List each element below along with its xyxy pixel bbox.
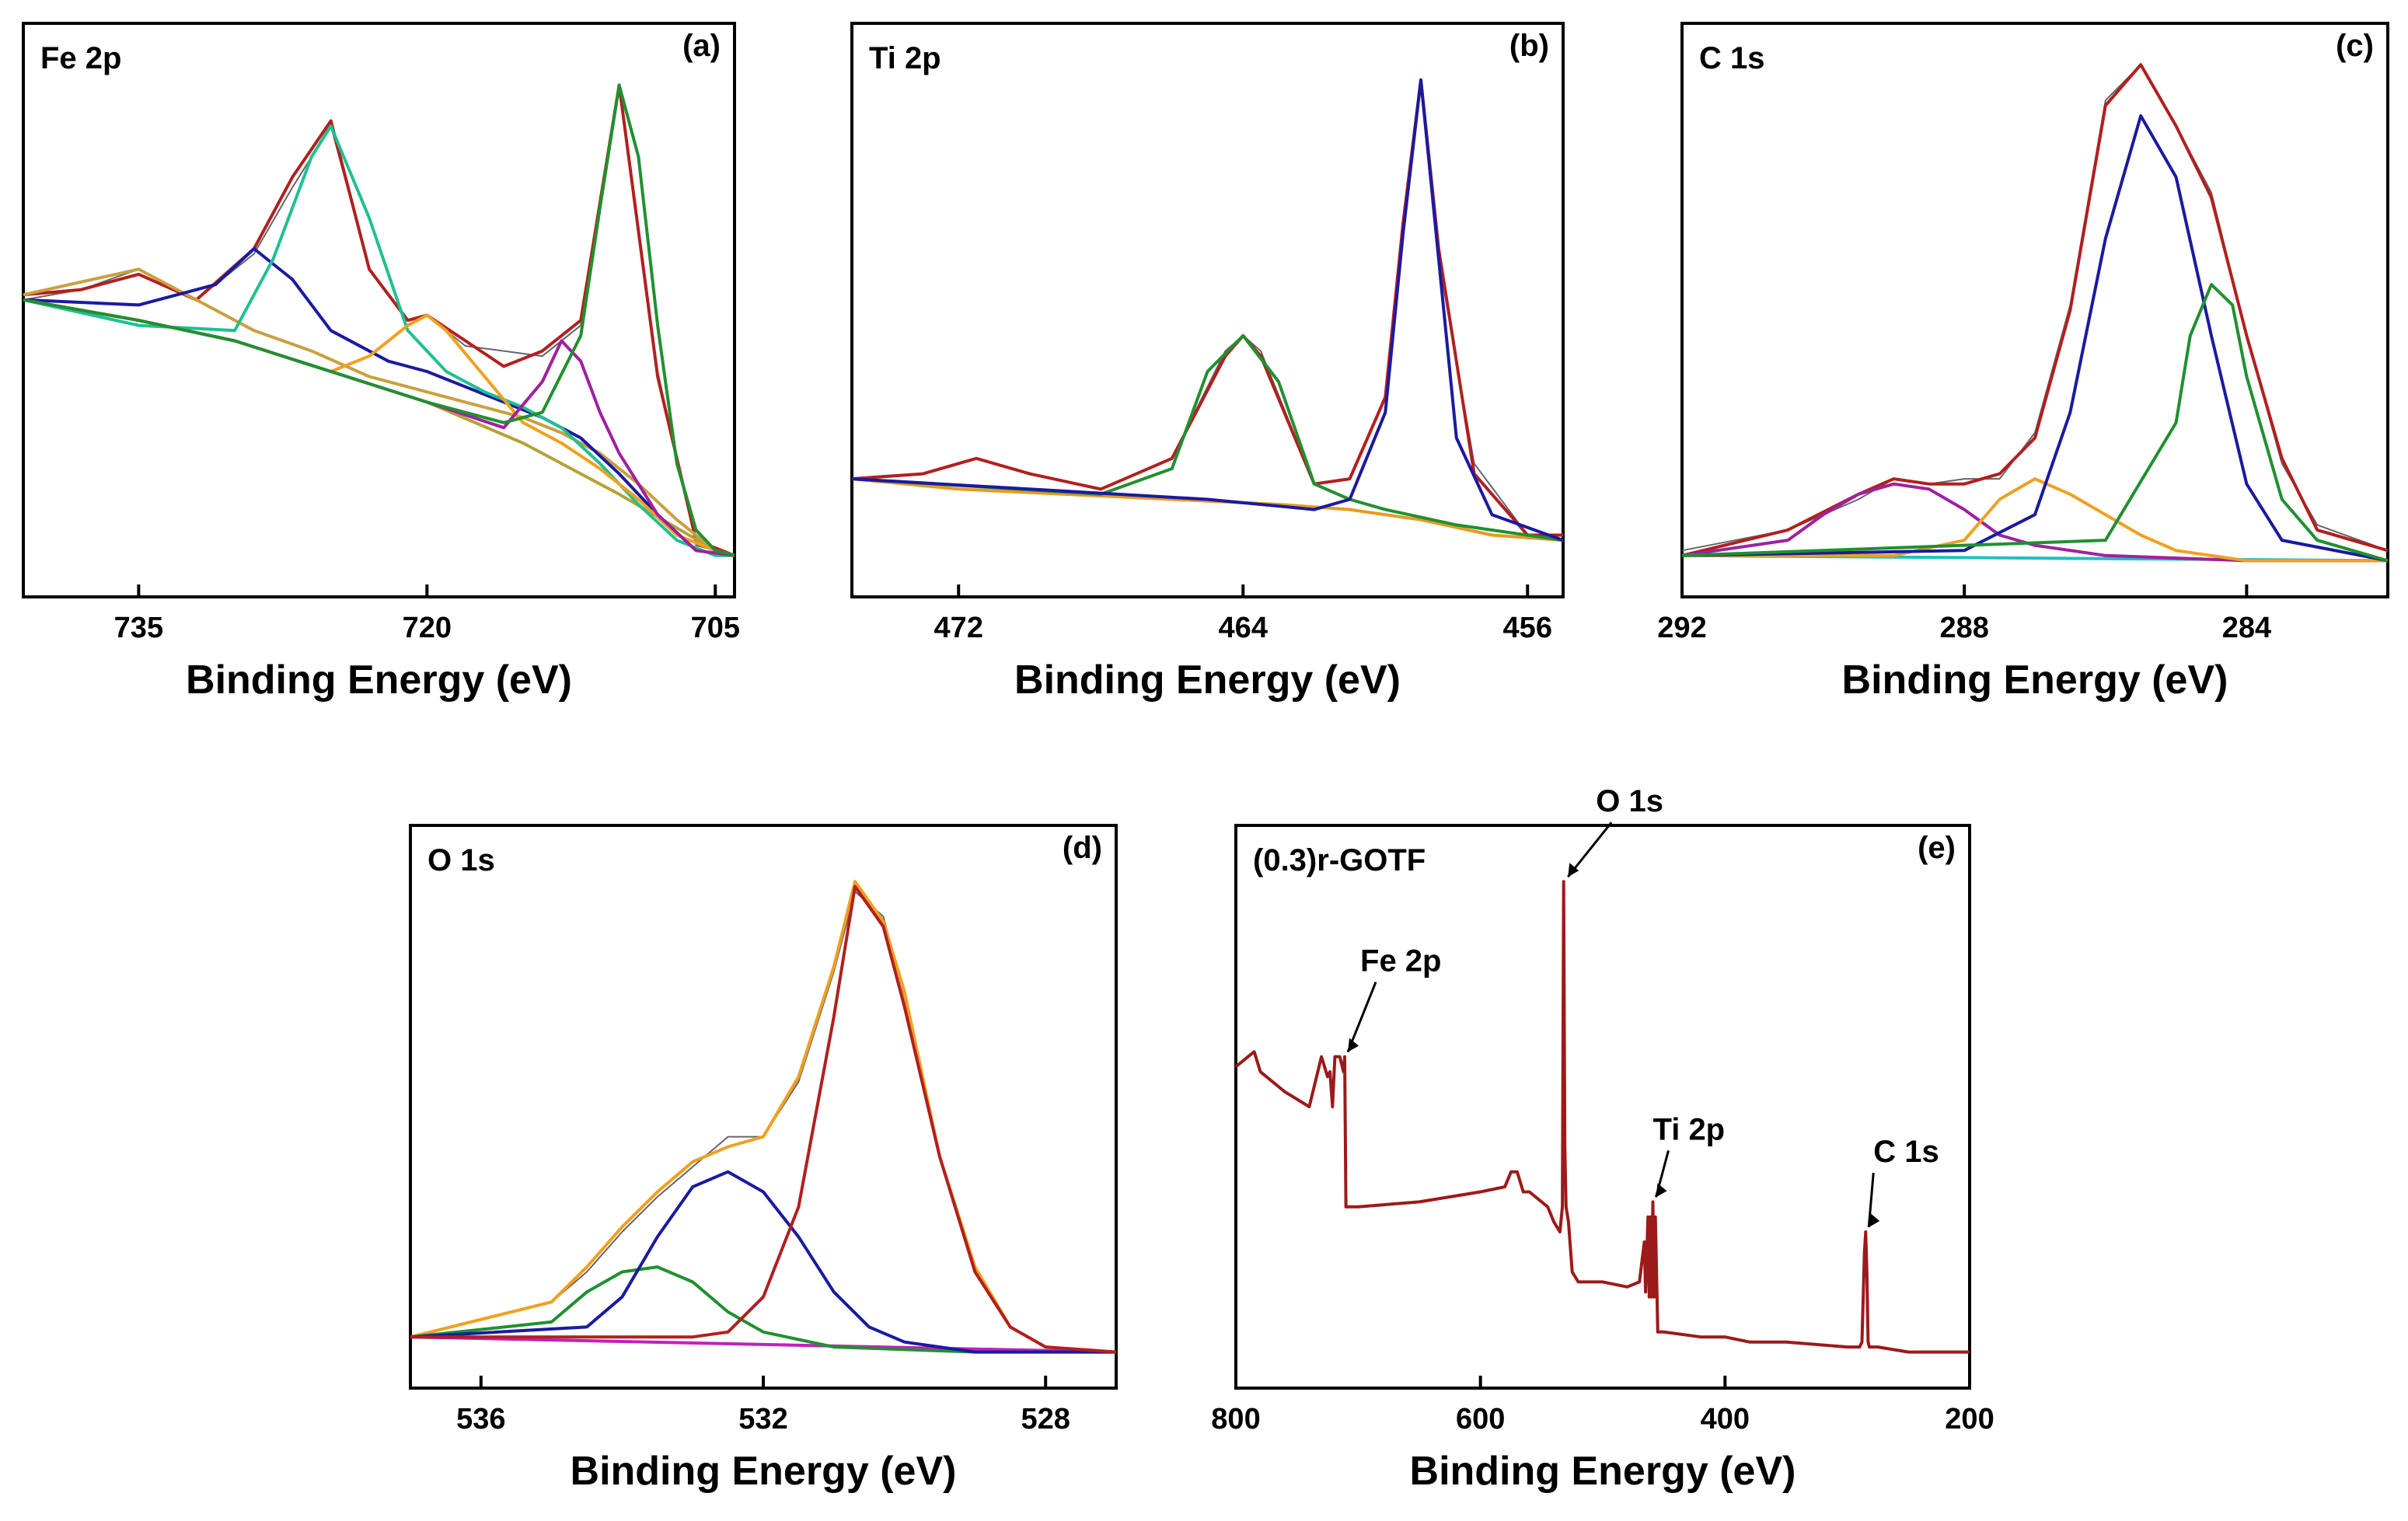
- x-tick-label: 800: [1211, 1403, 1260, 1436]
- series-envelope: [851, 78, 1563, 537]
- x-tick-label: 200: [1945, 1403, 1994, 1436]
- x-tick-label: 288: [1939, 612, 1988, 644]
- arrow-head-icon: [1348, 1038, 1359, 1052]
- series-lattice-o: [410, 884, 1117, 1354]
- series-raw: [410, 891, 1117, 1353]
- x-axis-label: Binding Energy (eV): [1410, 1449, 1796, 1494]
- series-c-c-c-c: [1681, 114, 2389, 563]
- x-tick-label: 720: [403, 612, 452, 644]
- arrow-head-icon: [1869, 1213, 1880, 1227]
- x-axis-label: Binding Energy (eV): [1842, 658, 2228, 703]
- panel-title: Ti 2p: [869, 41, 941, 75]
- x-tick-label: 532: [738, 1403, 787, 1436]
- peak-annotation: O 1s: [1596, 784, 1663, 818]
- x-tick-label: 284: [2222, 612, 2271, 644]
- plot-frame: [22, 22, 736, 598]
- x-tick-label: 705: [691, 612, 740, 644]
- panel-e: 800 600 400 200 (0.3)r-GOTF (e) Binding Energy…: [1211, 784, 1994, 1494]
- panel-a: 735 720 705 Fe 2p (a) Binding Energy (eV): [22, 22, 740, 703]
- x-tick-label: 456: [1503, 612, 1552, 644]
- series-peak-3: [23, 124, 735, 557]
- series-ti-2p1-2: [851, 333, 1564, 542]
- x-tick-label: 472: [934, 612, 983, 644]
- series-survey: [1234, 880, 1970, 1354]
- peak-annotation: Ti 2p: [1653, 1112, 1726, 1146]
- series-background: [23, 298, 735, 557]
- series-peak-5: [23, 298, 735, 557]
- panel-d: 536 532 528 O 1s (d) Binding Energy (eV): [409, 824, 1118, 1494]
- series-c-o: [1682, 477, 2388, 563]
- plot-frame: [1680, 22, 2389, 598]
- panel-c: 292 288 284 C 1s (c) Binding Energy (eV): [1657, 22, 2389, 703]
- series-envelope: [1681, 63, 2389, 557]
- series-ti-2p3-2: [851, 78, 1564, 542]
- panel-label: (c): [2336, 29, 2374, 63]
- panel-label: (b): [1509, 29, 1549, 63]
- series-raw: [851, 84, 1563, 536]
- panel-label: (d): [1063, 831, 1102, 865]
- series-background: [851, 477, 1564, 542]
- series-ti-oh-c-o: [410, 1170, 1116, 1354]
- panel-title: Fe 2p: [40, 41, 121, 75]
- panel-label: (e): [1918, 831, 1956, 865]
- x-tick-label: 536: [456, 1403, 505, 1436]
- x-tick-label: 735: [114, 612, 163, 644]
- series-background: [410, 1335, 1117, 1354]
- x-tick-label: 400: [1701, 1403, 1750, 1436]
- arrow-head-icon: [1568, 863, 1579, 877]
- panel-title: (0.3)r-GOTF: [1253, 843, 1426, 877]
- series-c-ti-sp2: [1681, 283, 2389, 563]
- panel-title: C 1s: [1699, 41, 1765, 75]
- x-tick-label: 528: [1021, 1403, 1070, 1436]
- series-peak-4: [23, 298, 735, 557]
- x-axis-label: Binding Energy (eV): [1014, 658, 1401, 703]
- peak-annotation: Fe 2p: [1360, 944, 1441, 979]
- x-axis-label: Binding Energy (eV): [571, 1449, 957, 1494]
- plot-frame: [1234, 824, 1971, 1390]
- x-tick-label: 292: [1657, 612, 1706, 644]
- peak-annotation: C 1s: [1873, 1135, 1939, 1169]
- annotation-arrow: [1346, 982, 1377, 1053]
- x-tick-label: 464: [1219, 612, 1268, 644]
- series-envelope: [410, 880, 1117, 1354]
- x-tick-label: 600: [1456, 1403, 1505, 1436]
- plot-frame: [409, 824, 1118, 1390]
- panel-b: 472 464 456 Ti 2p (b) Binding Energy (eV): [850, 22, 1565, 703]
- plot-frame: [850, 22, 1565, 598]
- series-peak-2: [23, 247, 735, 557]
- series-c-o-o-c-o: [1681, 482, 2388, 563]
- arrow-head-icon: [1656, 1183, 1667, 1198]
- x-axis-label: Binding Energy (eV): [186, 658, 572, 703]
- annotation-arrow: [1867, 1172, 1875, 1228]
- series-peak-1: [23, 267, 735, 557]
- panel-title: O 1s: [428, 843, 495, 877]
- panel-label: (a): [682, 29, 721, 63]
- series-peak-6: [23, 83, 735, 557]
- series-o-c-o-h2o: [410, 1265, 1116, 1354]
